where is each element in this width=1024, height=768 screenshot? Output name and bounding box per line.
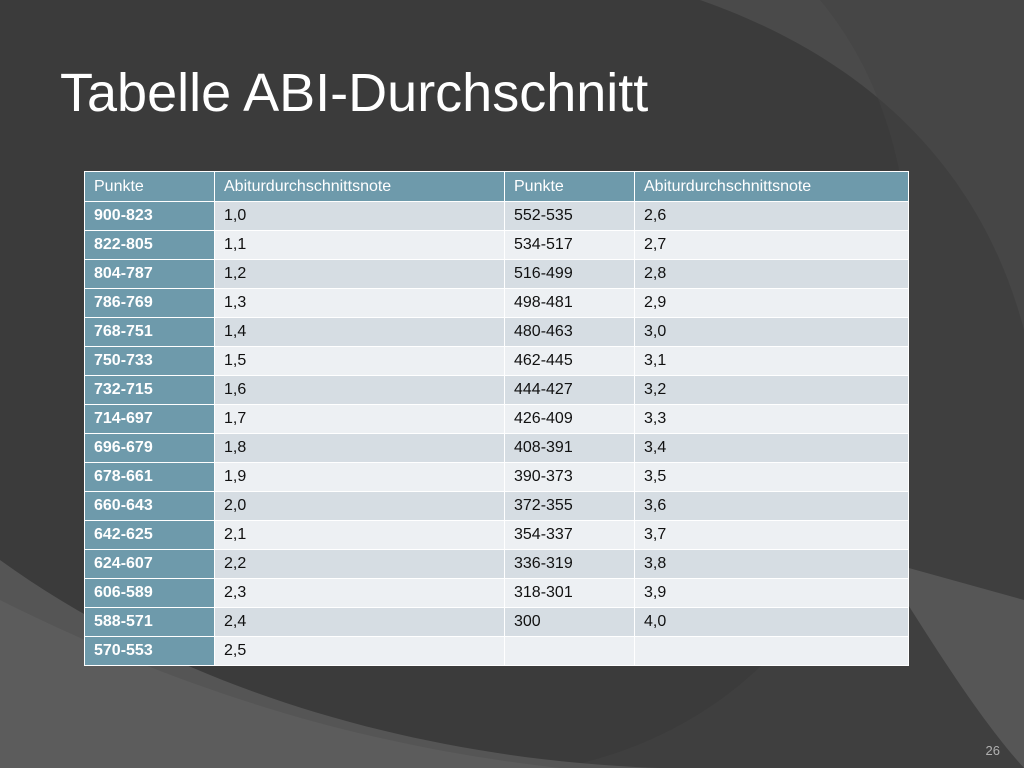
header-note-2: Abiturdurchschnittsnote — [634, 171, 909, 202]
cell-punkte: 336-319 — [504, 549, 635, 579]
table-row: 570-553 2,5 — [84, 636, 909, 666]
table-row: 768-751 1,4 480-463 3,0 — [84, 317, 909, 347]
cell-note: 2,3 — [214, 578, 505, 608]
cell-note: 1,6 — [214, 375, 505, 405]
cell-note: 4,0 — [634, 607, 909, 637]
cell-punkte: 552-535 — [504, 201, 635, 231]
cell-punkte: 696-679 — [84, 433, 215, 463]
cell-note: 1,9 — [214, 462, 505, 492]
cell-punkte: 426-409 — [504, 404, 635, 434]
cell-note: 2,1 — [214, 520, 505, 550]
cell-punkte: 534-517 — [504, 230, 635, 260]
cell-punkte: 786-769 — [84, 288, 215, 318]
cell-punkte: 498-481 — [504, 288, 635, 318]
table-row: 660-643 2,0 372-355 3,6 — [84, 491, 909, 521]
cell-note: 3,6 — [634, 491, 909, 521]
cell-punkte: 300 — [504, 607, 635, 637]
cell-punkte: 750-733 — [84, 346, 215, 376]
table-row: 714-697 1,7 426-409 3,3 — [84, 404, 909, 434]
cell-punkte: 714-697 — [84, 404, 215, 434]
cell-punkte: 408-391 — [504, 433, 635, 463]
grades-table: Punkte Abiturdurchschnittsnote Punkte Ab… — [84, 171, 909, 666]
table-row: 750-733 1,5 462-445 3,1 — [84, 346, 909, 376]
cell-note: 2,7 — [634, 230, 909, 260]
table-row: 786-769 1,3 498-481 2,9 — [84, 288, 909, 318]
cell-note: 2,9 — [634, 288, 909, 318]
cell-note: 3,7 — [634, 520, 909, 550]
cell-punkte: 804-787 — [84, 259, 215, 289]
cell-punkte: 606-589 — [84, 578, 215, 608]
cell-note: 3,1 — [634, 346, 909, 376]
cell-punkte: 480-463 — [504, 317, 635, 347]
cell-note: 3,4 — [634, 433, 909, 463]
cell-note: 1,0 — [214, 201, 505, 231]
page-title: Tabelle ABI-Durchschnitt — [60, 63, 649, 123]
cell-note: 3,9 — [634, 578, 909, 608]
cell-punkte: 516-499 — [504, 259, 635, 289]
cell-punkte: 642-625 — [84, 520, 215, 550]
cell-note: 1,1 — [214, 230, 505, 260]
cell-note: 3,8 — [634, 549, 909, 579]
cell-punkte: 372-355 — [504, 491, 635, 521]
table-row: 822-805 1,1 534-517 2,7 — [84, 230, 909, 260]
cell-note: 1,2 — [214, 259, 505, 289]
table-row: 804-787 1,2 516-499 2,8 — [84, 259, 909, 289]
table-row: 732-715 1,6 444-427 3,2 — [84, 375, 909, 405]
cell-punkte: 732-715 — [84, 375, 215, 405]
cell-note — [634, 636, 909, 666]
cell-note: 3,3 — [634, 404, 909, 434]
cell-punkte: 462-445 — [504, 346, 635, 376]
cell-note: 1,8 — [214, 433, 505, 463]
table-row: 678-661 1,9 390-373 3,5 — [84, 462, 909, 492]
cell-punkte — [504, 636, 635, 666]
cell-note: 3,2 — [634, 375, 909, 405]
table-row: 900-823 1,0 552-535 2,6 — [84, 201, 909, 231]
header-note-1: Abiturdurchschnittsnote — [214, 171, 505, 202]
cell-punkte: 768-751 — [84, 317, 215, 347]
cell-punkte: 624-607 — [84, 549, 215, 579]
table-row: 696-679 1,8 408-391 3,4 — [84, 433, 909, 463]
page-number: 26 — [985, 743, 1000, 758]
cell-note: 2,0 — [214, 491, 505, 521]
cell-note: 1,4 — [214, 317, 505, 347]
table-header-row: Punkte Abiturdurchschnittsnote Punkte Ab… — [84, 171, 909, 202]
table-row: 588-571 2,4 300 4,0 — [84, 607, 909, 637]
cell-punkte: 444-427 — [504, 375, 635, 405]
cell-punkte: 822-805 — [84, 230, 215, 260]
cell-punkte: 900-823 — [84, 201, 215, 231]
cell-note: 1,5 — [214, 346, 505, 376]
cell-punkte: 390-373 — [504, 462, 635, 492]
cell-punkte: 570-553 — [84, 636, 215, 666]
cell-punkte: 318-301 — [504, 578, 635, 608]
table-row: 642-625 2,1 354-337 3,7 — [84, 520, 909, 550]
cell-punkte: 588-571 — [84, 607, 215, 637]
cell-punkte: 678-661 — [84, 462, 215, 492]
grades-table-container: Punkte Abiturdurchschnittsnote Punkte Ab… — [84, 171, 909, 666]
cell-note: 2,6 — [634, 201, 909, 231]
cell-note: 2,5 — [214, 636, 505, 666]
cell-punkte: 354-337 — [504, 520, 635, 550]
cell-note: 1,3 — [214, 288, 505, 318]
cell-note: 2,8 — [634, 259, 909, 289]
table-row: 624-607 2,2 336-319 3,8 — [84, 549, 909, 579]
header-punkte-1: Punkte — [84, 171, 215, 202]
table-row: 606-589 2,3 318-301 3,9 — [84, 578, 909, 608]
cell-note: 3,5 — [634, 462, 909, 492]
cell-note: 3,0 — [634, 317, 909, 347]
cell-punkte: 660-643 — [84, 491, 215, 521]
cell-note: 2,4 — [214, 607, 505, 637]
cell-note: 2,2 — [214, 549, 505, 579]
header-punkte-2: Punkte — [504, 171, 635, 202]
cell-note: 1,7 — [214, 404, 505, 434]
